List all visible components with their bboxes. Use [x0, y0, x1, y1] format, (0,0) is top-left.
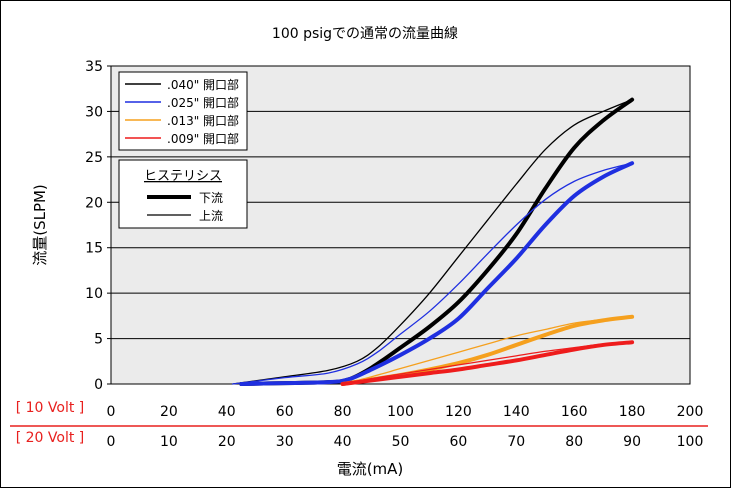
legend-label: .013" 開口部 [167, 113, 239, 128]
y-tick-label: 30 [85, 104, 103, 120]
y-tick-label: 5 [94, 332, 103, 348]
x-tick-label: 40 [218, 404, 236, 420]
series-line-2 [239, 161, 635, 386]
x-tick-label: 80 [334, 404, 352, 420]
x-tick-label: 0 [107, 434, 116, 450]
x-axis-row-label: [ 10 Volt ] [16, 400, 85, 416]
x-tick-label: 10 [160, 434, 178, 450]
x-axis-label: 電流(mA) [337, 460, 404, 478]
y-tick-label: 35 [85, 59, 103, 75]
x-tick-label: 100 [677, 434, 704, 450]
x-tick-label: 90 [623, 434, 641, 450]
x-tick-label: 60 [276, 404, 294, 420]
series-line-7 [341, 341, 633, 385]
legend-label: .025" 開口部 [167, 95, 239, 110]
y-tick-label: 15 [85, 241, 103, 257]
y-tick-label: 0 [94, 377, 103, 393]
x-tick-label: 60 [449, 434, 467, 450]
y-tick-label: 25 [85, 150, 103, 166]
hysteresis-label: 下流 [199, 191, 223, 205]
y-tick-label: 20 [85, 195, 103, 211]
x-tick-label: 100 [387, 404, 414, 420]
x-tick-label: 40 [334, 434, 352, 450]
x-tick-label: 70 [507, 434, 525, 450]
x-tick-label: 160 [561, 404, 588, 420]
x-tick-label: 30 [276, 434, 294, 450]
x-tick-label: 0 [107, 404, 116, 420]
legend-box [118, 71, 248, 151]
x-tick-label: 140 [503, 404, 530, 420]
hysteresis-legend-box [118, 159, 248, 229]
hysteresis-title: ヒステリシス [144, 169, 222, 184]
hysteresis-label: 上流 [199, 209, 223, 223]
legend-label: .009" 開口部 [167, 131, 239, 146]
x-axis-row-label: [ 20 Volt ] [16, 430, 85, 446]
x-tick-label: 180 [619, 404, 646, 420]
series-line-5 [341, 316, 633, 385]
series-line-1 [231, 98, 633, 385]
x-tick-label: 80 [565, 434, 583, 450]
x-tick-label: 20 [160, 404, 178, 420]
x-tick-label: 50 [392, 434, 410, 450]
x-tick-label: 20 [218, 434, 236, 450]
legend-label: .040" 開口部 [167, 77, 239, 92]
x-tick-label: 200 [677, 404, 704, 420]
x-tick-label: 120 [445, 404, 472, 420]
y-tick-label: 10 [85, 286, 103, 302]
series-line-3 [231, 162, 633, 385]
chart-title: 100 psigでの通常の流量曲線 [272, 26, 458, 42]
y-axis-label: 流量(SLPM) [31, 184, 49, 266]
series-line-6 [340, 340, 635, 386]
